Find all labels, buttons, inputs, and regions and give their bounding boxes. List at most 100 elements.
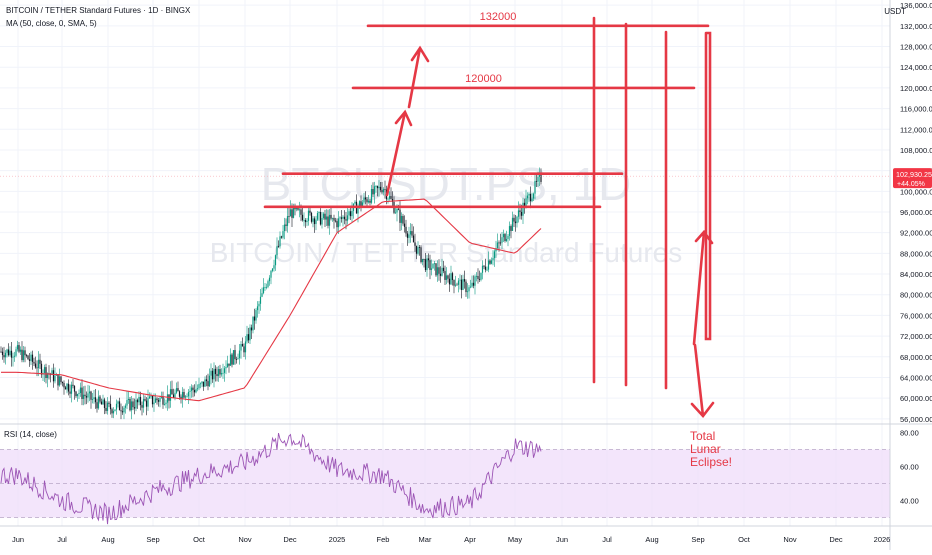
candle-body [457, 280, 460, 285]
candle-body [400, 215, 403, 223]
candle-body [240, 343, 242, 351]
candle-body [477, 275, 479, 279]
y-tick-label: 76,000.00 [900, 311, 932, 320]
candle-body [444, 271, 446, 280]
candle-body [417, 247, 419, 254]
candle-body [340, 217, 343, 219]
candle-body [304, 220, 307, 223]
candle-body [88, 391, 91, 394]
candle-body [285, 224, 287, 226]
candle-body [525, 198, 527, 208]
candle-body [148, 396, 151, 399]
candle-body [382, 189, 385, 193]
candle-body [193, 389, 196, 393]
candle-body [256, 306, 259, 311]
candle-body [253, 316, 256, 321]
x-tick-label: Sep [146, 535, 159, 544]
candle-body [298, 209, 301, 211]
candle-body [394, 212, 397, 214]
candle-body [174, 392, 176, 398]
candle-body [315, 219, 317, 225]
x-tick-label: Jul [602, 535, 612, 544]
candle-body [151, 395, 154, 405]
candle-body [360, 201, 362, 207]
candle-body [169, 389, 172, 401]
candle-body [307, 210, 310, 221]
candle-body [190, 387, 193, 391]
candle-body [481, 265, 484, 273]
candle-body [223, 368, 226, 373]
x-tick-label: May [508, 535, 522, 544]
candle-body [321, 217, 323, 225]
candle-body [367, 200, 370, 203]
candle-body [375, 186, 377, 187]
candle-body [402, 215, 404, 224]
x-tick-label: Mar [419, 535, 432, 544]
candle-body [255, 310, 257, 321]
candle-body [147, 398, 149, 407]
candle-body [532, 193, 535, 199]
candle-body [129, 398, 131, 411]
candle-body [244, 341, 247, 353]
candle-body [519, 210, 521, 212]
candle-body [535, 180, 538, 182]
candle-body [205, 379, 208, 382]
candle-body [96, 402, 98, 409]
candle-body [235, 359, 238, 360]
candle-body [390, 196, 392, 199]
price-unit-label: USDT [884, 7, 906, 16]
candle-body [433, 263, 436, 265]
candle-body [370, 189, 373, 203]
candle-body [271, 268, 274, 271]
y-tick-label: 64,000.00 [900, 373, 932, 382]
candle-body [33, 361, 35, 364]
candle-body [97, 396, 100, 409]
candle-body [459, 279, 461, 281]
candle-body [262, 287, 265, 294]
candle-body [414, 242, 416, 246]
candle-body [490, 260, 493, 264]
candle-body [520, 211, 523, 216]
candle-body [13, 355, 16, 357]
candle-body [183, 392, 185, 398]
x-tick-label: Dec [283, 535, 297, 544]
watermark-name: BITCOIN / TETHER Standard Futures [210, 237, 683, 268]
candle-body [220, 373, 223, 375]
candle-body [177, 388, 179, 392]
candle-body [186, 396, 188, 398]
candle-body [324, 213, 326, 220]
candle-body [93, 397, 95, 400]
candle-body [247, 334, 250, 341]
candle-body [154, 398, 157, 403]
candle-body [64, 387, 67, 390]
ma-line [1, 198, 542, 402]
y-tick-label: 92,000.00 [900, 229, 932, 238]
candle-body [447, 275, 449, 279]
price-badge [893, 168, 932, 189]
candle-body [313, 218, 316, 225]
candle-body [493, 251, 496, 259]
candle-body [276, 246, 278, 256]
candle-body [171, 389, 173, 395]
candle-body [325, 216, 328, 220]
candle-body [424, 259, 427, 271]
candle-body [364, 197, 367, 200]
candle-body [222, 372, 224, 374]
candle-body [202, 381, 205, 387]
candle-body [27, 355, 29, 360]
candle-body [3, 355, 5, 358]
candle-body [210, 370, 212, 376]
y-tick-label: 68,000.00 [900, 353, 932, 362]
candle-body [213, 368, 215, 380]
candle-body [10, 350, 13, 358]
x-tick-label: Sep [691, 535, 704, 544]
candle-body [43, 367, 46, 374]
candle-body [63, 383, 65, 388]
candle-body [106, 402, 109, 411]
candle-body [327, 216, 329, 226]
candle-body [132, 401, 134, 408]
candle-body [19, 349, 22, 352]
candle-body [217, 369, 220, 377]
candle-body [333, 217, 335, 221]
